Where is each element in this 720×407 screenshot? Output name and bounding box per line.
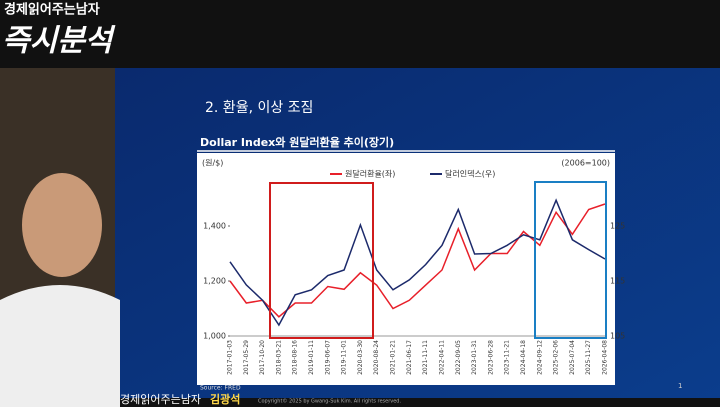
host-face <box>22 173 102 277</box>
slide-title: 2. 환율, 이상 조짐 <box>205 100 313 116</box>
x-tick-label: 2020-03-30 <box>357 340 364 375</box>
legend-label: 달러인덱스(우) <box>445 169 495 179</box>
y-axis-label: (원/$) <box>202 159 223 168</box>
copyright: Copyright© 2025 by Gwang-Suk Kim. All ri… <box>258 398 401 405</box>
x-tick-label: 2019-11-01 <box>341 340 348 375</box>
x-tick-label: 2026-04-08 <box>602 340 609 375</box>
x-tick-label: 2021-06-17 <box>406 340 413 375</box>
y-tick-label: 1,200 <box>203 277 226 286</box>
x-tick-label: 2024-09-12 <box>536 340 543 375</box>
x-tick-label: 2022-04-11 <box>438 340 445 375</box>
show-name: 즉시분석 <box>2 24 116 59</box>
chart-panel <box>197 153 615 385</box>
channel-name: 경제읽어주는남자 <box>4 2 100 18</box>
x-tick-label: 2017-01-03 <box>227 340 234 375</box>
chart-title: Dollar Index와 원달러환율 추이(장기) <box>200 135 394 149</box>
y2-tick-label: 115 <box>610 277 625 286</box>
caption-channel: 경제읽어주는남자 <box>120 393 201 406</box>
x-tick-label: 2021-11-11 <box>422 340 429 375</box>
x-tick-label: 2021-01-21 <box>390 340 397 375</box>
page-number: 1 <box>678 382 682 390</box>
x-tick-label: 2023-06-28 <box>487 340 494 375</box>
x-tick-label: 2022-09-05 <box>455 340 462 375</box>
y-tick-label: 1,000 <box>203 332 226 341</box>
x-tick-label: 2025-07-04 <box>569 340 576 375</box>
x-tick-label: 2025-02-06 <box>553 340 560 375</box>
line-series <box>229 203 606 318</box>
x-tick-label: 2019-01-11 <box>308 340 315 375</box>
x-tick-label: 2020-08-24 <box>373 340 380 375</box>
y2-tick-label: 125 <box>610 222 625 231</box>
x-tick-label: 2017-10-20 <box>259 340 266 375</box>
line-series <box>229 198 606 327</box>
legend-label: 원달러환율(좌) <box>345 169 395 179</box>
x-tick-label: 2023-01-31 <box>471 340 478 375</box>
y-tick-label: 1,400 <box>203 222 226 231</box>
host-shirt <box>0 285 120 407</box>
x-tick-label: 2017-05-29 <box>243 340 250 375</box>
plot: 1,000 1,200 1,400 105 115 125 2017-01-03 2017-0… <box>203 169 625 375</box>
x-tick-label: 2018-03-21 <box>275 340 282 375</box>
x-tick-label: 2024-04-18 <box>520 340 527 375</box>
y2-axis-label: (2006=100) <box>561 159 610 168</box>
highlight-box <box>534 181 607 339</box>
x-tick-label: 2019-06-07 <box>324 340 331 375</box>
y2-tick-label: 105 <box>610 332 625 341</box>
x-tick-label: 2023-11-21 <box>504 340 511 375</box>
caption-host: 김광석 <box>210 392 240 406</box>
highlight-box <box>269 182 374 339</box>
x-tick-label: 2025-11-27 <box>585 340 592 375</box>
x-tick-label: 2018-08-16 <box>292 340 299 375</box>
source: Source: FRED <box>200 385 241 392</box>
